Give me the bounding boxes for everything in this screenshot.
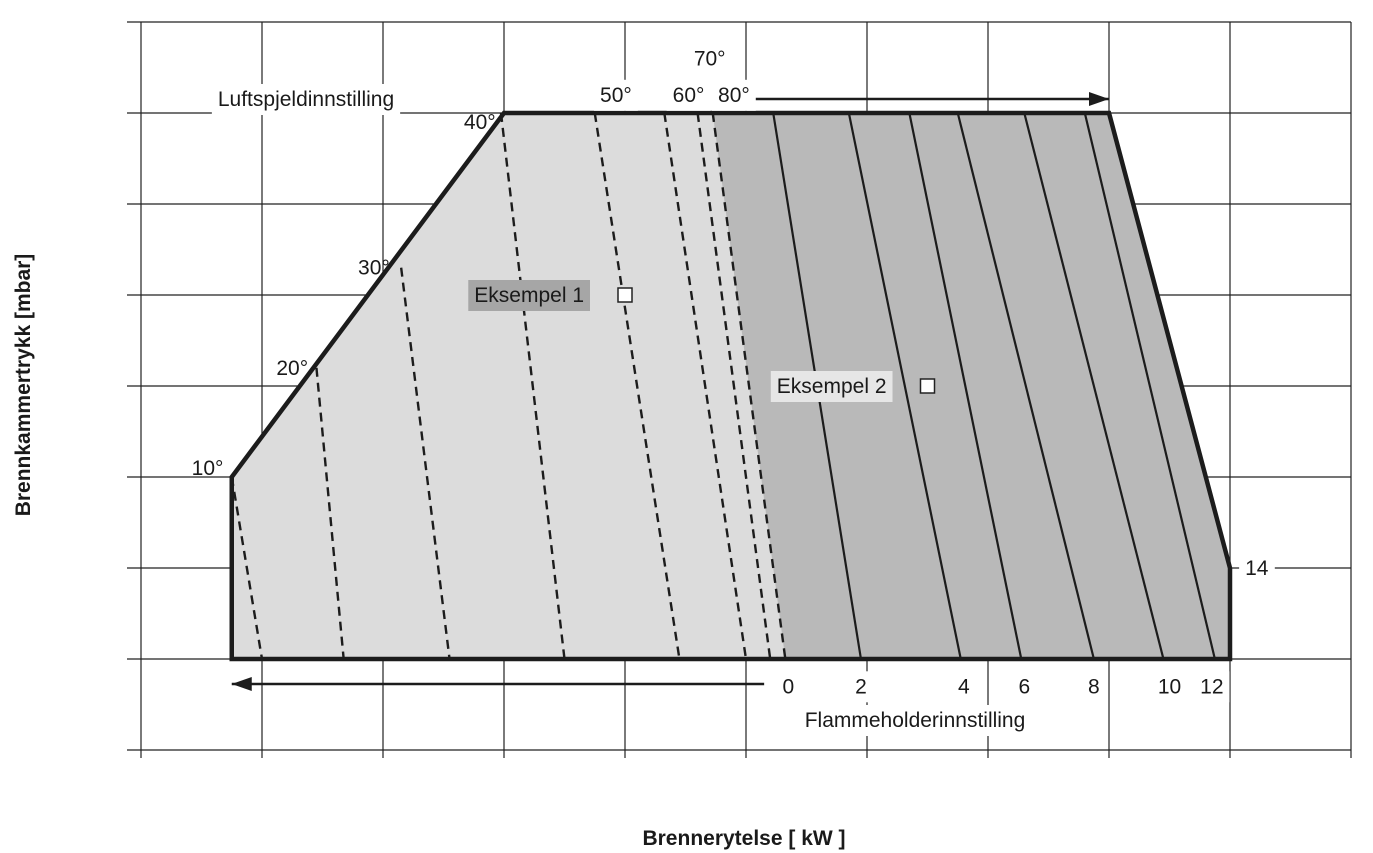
air-damper-label: 70° [694,47,726,70]
flame-holder-label-bg [776,671,801,703]
working-field [231,113,1230,659]
x-axis-title: Brennerytelse [ kW ] [642,827,845,850]
example-label-bg [770,371,893,402]
flame-holder-line [1083,112,1216,660]
flame-holder-label: 0 [783,675,795,698]
air-damper-label: 10° [192,457,224,480]
flame-holder-label: 12 [1200,675,1223,698]
air-damper-label: 30° [358,257,390,280]
y-axis-title: Brennkammertrykk [mbar] [12,254,35,517]
example-marker [919,378,936,394]
dark-region [712,113,1230,659]
air-damper-label: 20° [276,357,308,380]
example-label: Eksempel 2 [777,375,887,398]
flame-holder-label-bg [1151,671,1188,703]
flame-holder-line [956,112,1095,660]
flame-holder-line [847,112,962,660]
flame-holder-label-bg [1012,671,1037,703]
example-marker [617,287,633,303]
flame-holder-label-bg [849,671,873,703]
air-damper-label: 50° [600,84,632,107]
flame-holder-label: 8 [1088,675,1100,698]
setting-lines [229,92,1233,691]
example-label-bg [468,280,590,311]
flame-holder-label-bg [1082,671,1106,703]
air-damper-line [663,112,748,660]
air-damper-line [696,112,772,660]
flame-holder-title-bg [798,705,1032,736]
annotations: Luftspjeldinnstilling 10° 20° 30° 40° 50° 60° 7… [192,43,1275,736]
air-damper-title: Luftspjeldinnstilling [218,88,394,111]
flame-holder-title: Flammeholderinnstilling [805,709,1026,732]
air-damper-line [593,112,681,660]
air-damper-label-bg [687,43,732,75]
air-damper-line [230,476,264,660]
air-damper-label: 40° [464,111,496,134]
air-damper-label-bg [712,79,756,111]
flame-holder-label-bg [951,671,976,703]
flame-holder-label: 2 [855,675,867,698]
flame-holder-line [1023,112,1165,660]
flame-holder-label: 6 [1018,675,1030,698]
flame-holder-arrow-head [231,677,252,691]
air-damper-arrow-head [1089,92,1109,106]
flame-holder-label-bg [1194,671,1230,703]
air-damper-label: 80° [718,84,750,107]
air-damper-label-bg [666,79,711,111]
air-damper-line [315,367,345,660]
flame-holder-label-bg [1239,553,1275,584]
flame-holder-line [908,112,1023,660]
air-damper-line [399,267,451,660]
flame-holder-label: 10 [1158,675,1181,698]
flame-holder-label: 4 [958,675,970,698]
working-field-outline [229,110,1233,662]
air-damper-label: 60° [673,84,705,107]
air-damper-title-bg [211,84,401,115]
air-damper-line [499,112,566,660]
air-damper-line [711,112,787,660]
air-damper-label-bg [594,79,638,111]
flame-holder-label: 14 [1245,557,1269,580]
example-label: Eksempel 1 [474,284,584,307]
